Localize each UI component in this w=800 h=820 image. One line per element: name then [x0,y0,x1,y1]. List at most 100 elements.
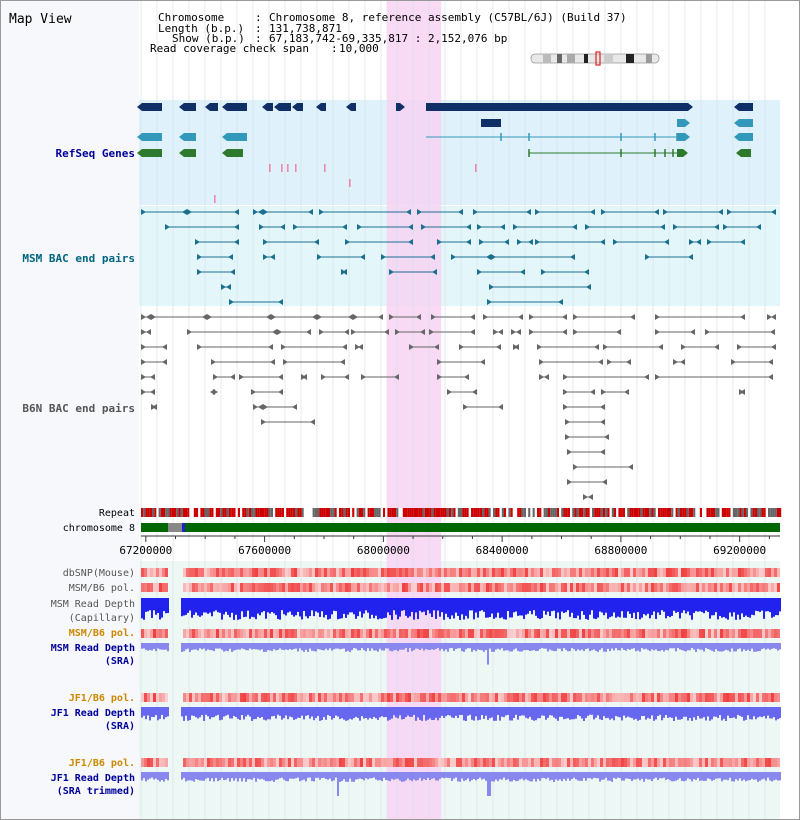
track-label-jf1-b6-pol-2[interactable]: JF1/B6 pol. [69,758,135,769]
track-label-refseq[interactable]: RefSeq Genes [56,147,135,160]
bac-end-pair[interactable] [583,494,593,500]
bac-end-pair[interactable] [601,209,659,215]
bac-end-pair[interactable] [567,449,605,455]
refseq-gene[interactable] [292,103,303,111]
bac-end-pair[interactable] [767,314,776,320]
polymorphism-track[interactable] [141,758,780,767]
bac-end-pair[interactable] [361,374,399,380]
bac-end-pair[interactable] [141,389,155,395]
bac-end-pair[interactable] [603,344,663,350]
bac-end-pair[interactable] [221,284,231,290]
bac-end-pair[interactable] [319,209,411,215]
bac-end-pair[interactable] [283,359,345,365]
refseq-gene[interactable] [205,103,218,111]
bac-end-pair[interactable] [345,239,413,245]
refseq-gene[interactable] [736,149,751,157]
bac-end-pair[interactable] [655,329,695,335]
bac-end-pair[interactable] [409,344,439,350]
bac-end-pair[interactable] [489,284,591,290]
bac-end-pair[interactable] [151,314,207,320]
read-depth-track[interactable] [141,598,781,620]
bac-end-pair[interactable] [573,464,633,470]
bac-end-pair[interactable] [141,314,151,320]
bac-end-pair[interactable] [645,254,693,260]
bac-end-pair[interactable] [573,329,621,335]
bac-end-pair[interactable] [141,329,151,335]
track-label-msm-bac[interactable]: MSM BAC end pairs [22,252,135,265]
bac-end-pair[interactable] [517,239,533,245]
refseq-gene[interactable] [262,103,273,111]
bac-end-pair[interactable] [541,269,589,275]
bac-end-pair[interactable] [535,209,595,215]
bac-end-pair[interactable] [511,329,521,335]
bac-end-pair[interactable] [429,329,475,335]
msm-bac-end-pairs-track[interactable] [141,209,776,305]
refseq-gene-track[interactable] [137,103,753,203]
bac-end-pair[interactable] [563,404,605,410]
read-depth-track[interactable] [141,772,781,796]
bac-end-pair[interactable] [151,404,157,410]
bac-end-pair[interactable] [351,329,389,335]
bac-end-pair[interactable] [565,434,609,440]
refseq-gene[interactable] [222,149,243,157]
refseq-gene[interactable] [222,133,247,141]
bac-end-pair[interactable] [317,314,353,320]
refseq-gene[interactable] [677,149,688,157]
refseq-gene[interactable] [677,133,690,141]
bac-end-pair[interactable] [321,374,349,380]
polymorphism-depth-tracks[interactable] [141,568,781,796]
repeat-track[interactable] [141,508,782,517]
polymorphism-track[interactable] [141,568,780,577]
track-label-chromosome[interactable]: chromosome 8 [63,523,135,534]
bac-end-pair[interactable] [451,254,491,260]
bac-end-pair[interactable] [705,329,775,335]
refseq-gene[interactable] [137,133,162,141]
bac-end-pair[interactable] [197,344,273,350]
bac-end-pair[interactable] [437,374,469,380]
chromosome-ideogram[interactable] [530,51,660,66]
bac-end-pair[interactable] [537,344,599,350]
bac-end-pair[interactable] [213,374,235,380]
bac-end-pair[interactable] [239,374,283,380]
refseq-gene[interactable] [179,103,196,111]
track-label-msm-b6-pol-1[interactable]: MSM/B6 pol. [69,583,135,594]
bac-end-pair[interactable] [483,314,523,320]
bac-end-pair[interactable] [607,359,631,365]
bac-end-pair[interactable] [395,329,425,335]
bac-end-pair[interactable] [513,224,577,230]
bac-end-pair[interactable] [681,344,719,350]
bac-end-pair[interactable] [563,374,649,380]
bac-end-pair[interactable] [707,239,745,245]
bac-end-pair[interactable] [535,239,605,245]
bac-end-pair[interactable] [187,329,277,335]
track-label-msm-depth-cap[interactable]: MSM Read Depth [51,599,135,610]
refseq-gene[interactable] [677,119,690,127]
refseq-gene[interactable] [222,103,247,111]
bac-end-pair[interactable] [301,374,307,380]
bac-end-pair[interactable] [473,209,531,215]
bac-end-pair[interactable] [263,209,313,215]
bac-end-pair[interactable] [737,344,776,350]
bac-end-pair[interactable] [513,344,519,350]
bac-end-pair[interactable] [253,404,263,410]
bac-end-pair[interactable] [529,329,567,335]
bac-end-pair[interactable] [655,374,773,380]
bac-end-pair[interactable] [197,269,235,275]
bac-end-pair[interactable] [141,359,167,365]
bac-end-pair[interactable] [341,269,347,275]
bac-end-pair[interactable] [389,314,421,320]
bac-end-pair[interactable] [663,209,723,215]
bac-end-pair[interactable] [479,239,509,245]
bac-end-pair[interactable] [739,389,745,395]
read-depth-track[interactable] [141,643,781,665]
bac-end-pair[interactable] [263,239,319,245]
bac-end-pair[interactable] [229,299,283,305]
bac-end-pair[interactable] [601,389,629,395]
polymorphism-track[interactable] [141,583,780,592]
read-depth-track[interactable] [141,707,781,721]
bac-end-pair[interactable] [689,239,701,245]
bac-end-pair[interactable] [417,209,463,215]
bac-end-pair[interactable] [381,254,435,260]
bac-end-pair[interactable] [293,224,347,230]
bac-end-pair[interactable] [539,359,603,365]
